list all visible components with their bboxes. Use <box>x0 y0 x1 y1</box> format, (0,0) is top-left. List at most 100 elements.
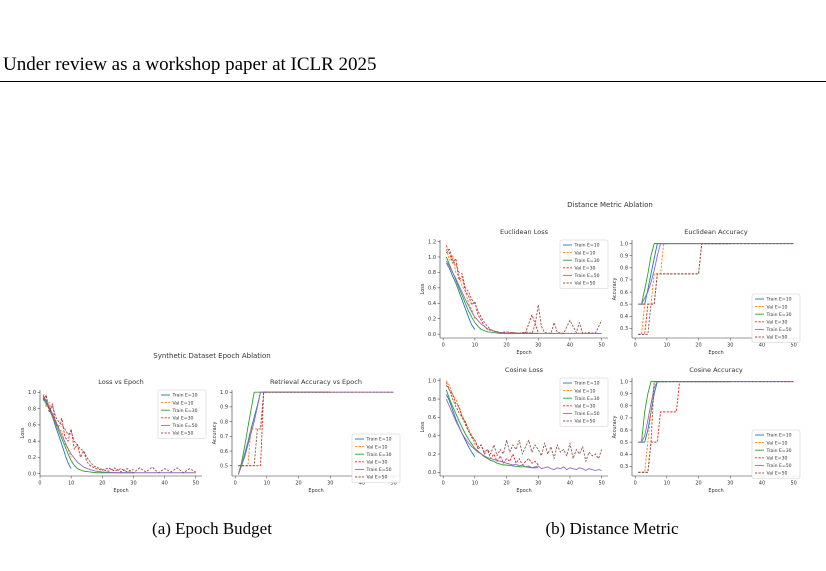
x-axis-label: Epoch <box>113 488 128 494</box>
y-tick-label: 0.6 <box>428 286 436 292</box>
legend-entry: Val E=30 <box>575 404 596 410</box>
x-tick-label: 30 <box>130 481 136 487</box>
y-tick-label: 0.3 <box>620 326 628 332</box>
y-tick-label: 0.9 <box>620 254 628 260</box>
legend-entry: Val E=50 <box>173 431 194 437</box>
legend-box <box>351 433 401 483</box>
x-tick-label: 40 <box>759 481 765 487</box>
series-line-2 <box>445 249 476 319</box>
y-tick-label: 0.5 <box>620 440 628 446</box>
chart-title: Cosine Loss <box>505 366 544 374</box>
y-axis-label: Accuracy <box>612 278 618 301</box>
y-axis-label: Loss <box>420 421 426 432</box>
x-tick-label: 30 <box>535 343 541 349</box>
legend-entry: Train E=50 <box>574 273 600 279</box>
series-line-6 <box>445 248 603 334</box>
chart-title: Cosine Accuracy <box>689 366 743 374</box>
x-tick-label: 0 <box>634 481 637 487</box>
chart-title: Euclidean Loss <box>500 228 549 236</box>
legend-entry: Train E=50 <box>366 467 392 473</box>
x-tick-label: 30 <box>535 481 541 487</box>
x-tick-label: 50 <box>193 481 199 487</box>
caption-a: (a) Epoch Budget <box>152 519 272 538</box>
legend-entry: Val E=30 <box>767 320 788 326</box>
x-tick-label: 0 <box>38 481 41 487</box>
y-tick-label: 0.4 <box>620 314 628 320</box>
y-tick-label: 0.8 <box>28 406 36 412</box>
x-tick-label: 30 <box>727 481 733 487</box>
legend-box <box>559 239 609 289</box>
y-tick-label: 0.9 <box>620 392 628 398</box>
y-tick-label: 0.8 <box>620 266 628 272</box>
x-tick-label: 40 <box>359 481 365 487</box>
legend-entry: Train E=50 <box>172 423 198 429</box>
y-tick-label: 0.2 <box>28 455 36 461</box>
legend-entry: Val E=50 <box>767 471 788 477</box>
x-tick-label: 50 <box>598 343 604 349</box>
x-tick-label: 20 <box>99 481 105 487</box>
legend-entry: Val E=10 <box>575 250 596 256</box>
legend-entry: Train E=10 <box>366 437 392 443</box>
series-line-6 <box>238 391 394 467</box>
legend-entry: Val E=50 <box>575 419 596 425</box>
y-tick-label: 0.2 <box>428 317 436 323</box>
chart-title: Retrieval Accuracy vs Epoch <box>270 378 362 386</box>
x-tick-label: 10 <box>68 481 74 487</box>
x-tick-label: 50 <box>390 481 396 487</box>
legend-entry: Train E=50 <box>766 327 792 333</box>
y-tick-label: 0.6 <box>428 415 436 421</box>
legend-entry: Train E=10 <box>172 393 198 399</box>
series-line-5 <box>638 381 794 443</box>
series-line-1 <box>445 262 476 330</box>
y-tick-label: 1.0 <box>428 255 436 261</box>
x-tick-label: 20 <box>695 343 701 349</box>
series-line-4 <box>638 243 731 335</box>
y-axis-label: Loss <box>20 427 26 438</box>
x-tick-label: 0 <box>234 481 237 487</box>
figure-b-suptitle: Distance Metric Ablation <box>567 201 653 209</box>
legend-box <box>751 429 801 479</box>
legend-entry: Train E=30 <box>574 258 600 264</box>
series-line-3 <box>638 243 731 305</box>
series-line-6 <box>445 385 603 462</box>
legend-box <box>157 389 207 439</box>
x-tick-label: 50 <box>598 481 604 487</box>
legend-entry: Val E=10 <box>767 440 788 446</box>
y-tick-label: 0.5 <box>620 302 628 308</box>
x-tick-label: 50 <box>790 343 796 349</box>
caption-b: (b) Distance Metric <box>545 519 679 538</box>
y-axis-label: Loss <box>420 283 426 294</box>
legend-entry: Train E=10 <box>766 433 792 439</box>
y-tick-label: 1.0 <box>28 390 36 396</box>
chart-loss-vs-epoch: Loss vs Epoch 0 10 20 30 40 50 0.0 0.2 0.4 0.6 0.8 1… <box>20 378 207 494</box>
legend-entry: Val E=10 <box>575 388 596 394</box>
series-line-6 <box>42 396 196 474</box>
y-tick-label: 1.0 <box>428 379 436 385</box>
x-tick-label: 10 <box>664 343 670 349</box>
chart-title: Euclidean Accuracy <box>684 228 748 236</box>
chart-retrieval-accuracy-vs-epoch: Retrieval Accuracy vs Epoch 0 10 20 30 40 50 0.… <box>212 378 401 494</box>
y-tick-label: 0.4 <box>428 301 436 307</box>
y-tick-label: 0.8 <box>428 397 436 403</box>
series-line-5 <box>445 398 602 471</box>
y-tick-label: 0.8 <box>620 404 628 410</box>
legend-entry: Val E=50 <box>367 475 388 481</box>
y-tick-label: 1.0 <box>620 379 628 385</box>
series-line-3 <box>42 396 134 474</box>
x-tick-label: 40 <box>161 481 167 487</box>
x-axis-label: Epoch <box>708 488 723 494</box>
y-tick-label: 0.7 <box>620 416 628 422</box>
x-tick-label: 50 <box>790 481 796 487</box>
y-tick-label: 0.0 <box>28 471 36 477</box>
y-tick-label: 1.0 <box>620 241 628 247</box>
x-tick-label: 10 <box>472 343 478 349</box>
y-axis-label: Accuracy <box>212 422 218 445</box>
y-tick-label: 0.4 <box>620 452 628 458</box>
legend-entry: Train E=30 <box>366 452 392 458</box>
y-tick-label: 0.8 <box>428 270 436 276</box>
legend-box <box>559 377 609 427</box>
x-tick-label: 10 <box>664 481 670 487</box>
figure-a-suptitle: Synthetic Dataset Epoch Ablation <box>153 352 271 360</box>
legend-entry: Train E=50 <box>574 411 600 417</box>
x-tick-label: 10 <box>472 481 478 487</box>
